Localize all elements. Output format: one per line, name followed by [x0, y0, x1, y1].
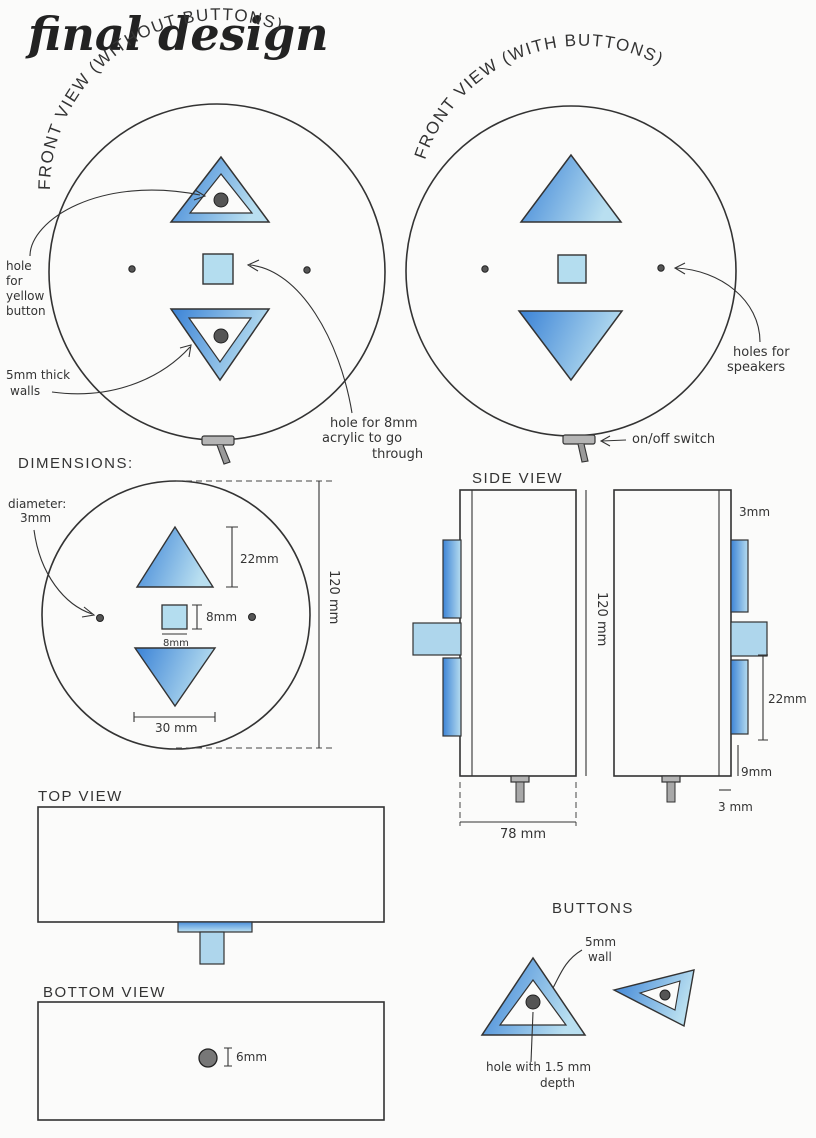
side-left-body: [459, 489, 577, 777]
side-button-label: 22mm: [768, 692, 807, 706]
left-speaker-hole-with: [481, 265, 489, 273]
side-right-up-button: [730, 539, 749, 613]
switch-note: on/off switch: [632, 432, 715, 447]
switch-arrowhead: [599, 435, 611, 447]
diameter-arrow: [33, 529, 93, 615]
front-view-with-text: FRONT VIEW (WITH BUTTONS): [411, 31, 666, 162]
acrylic-arrowhead: [246, 259, 260, 272]
left-speaker-hole: [128, 265, 136, 273]
acrylic-arrow: [249, 264, 353, 414]
width-dim: [133, 712, 216, 722]
speakers-arrow: [675, 267, 761, 343]
bottom-switch-hole: [198, 1048, 218, 1068]
switch-lever: [216, 444, 231, 465]
buttons-detail: BUTTONS 5mm wall hole with 1.5 mm depth: [480, 900, 695, 1090]
tri-height-label: 22mm: [240, 552, 279, 566]
bottom-view-label: BOTTOM VIEW: [43, 984, 166, 1001]
switch-base-with: [562, 434, 596, 445]
speakers-note: holes for speakers: [727, 345, 794, 375]
up-button: [519, 153, 623, 223]
top-view-acrylic: [199, 931, 225, 965]
bottom-hole-dim: [224, 1047, 232, 1067]
side-right-acrylic: [730, 621, 768, 657]
side-left-switch-base: [510, 775, 530, 783]
hole-yellow-note: hole for yellow button: [6, 259, 48, 318]
side-right-switch-lever: [666, 781, 676, 803]
dim-left-hole: [96, 614, 104, 622]
side-top-label: 3mm: [739, 505, 770, 519]
front-view-with-buttons: FRONT VIEW (WITH BUTTONS) holes for spea…: [405, 31, 794, 463]
button-hole-arrow: [530, 1011, 534, 1063]
side-right-down-button: [730, 659, 749, 735]
diameter-arrowhead: [81, 606, 96, 618]
upper-button-hole: [213, 192, 229, 208]
side-base-label: 3 mm: [718, 800, 753, 814]
side-width-label: 78 mm: [500, 827, 546, 842]
walls-note: 5mm thick walls: [6, 368, 74, 398]
switch-base: [201, 435, 235, 446]
side-view-label: SIDE VIEW: [472, 470, 563, 487]
dimensions-label: DIMENSIONS:: [18, 455, 134, 472]
side-height-label: 120 mm: [594, 592, 609, 646]
square-height-label: 8mm: [206, 610, 237, 624]
down-button: [517, 310, 624, 382]
switch-lever-with: [577, 443, 589, 463]
buttons-label: BUTTONS: [552, 900, 634, 917]
side-view: SIDE VIEW 120 mm 78 mm 3mm 22mm 9mm 3 mm: [412, 470, 807, 842]
center-square: [202, 253, 234, 285]
top-view-body: [37, 806, 385, 923]
switch-arrow: [601, 439, 627, 442]
dimensions-view: DIMENSIONS: diameter: 3mm 22mm 8mm 8mm 3…: [8, 455, 341, 750]
dim-right-hole: [248, 613, 256, 621]
front-view-with-label: FRONT VIEW (WITH BUTTONS): [411, 31, 667, 162]
bottom-hole-label: 6mm: [236, 1050, 267, 1064]
hole-yellow-arrow: [29, 189, 201, 257]
side-button-dim: [758, 654, 768, 741]
button-hole-note: hole with 1.5 mm depth: [486, 1060, 595, 1090]
speakers-arrowhead: [673, 262, 686, 275]
dim-up-triangle: [135, 525, 215, 588]
side-width-extents: [459, 782, 577, 826]
dim-square: [161, 604, 188, 630]
tri-height-dim: [226, 526, 238, 588]
button-hole: [525, 994, 541, 1010]
button-wall-note: 5mm wall: [585, 935, 620, 964]
side-left-down-button: [442, 657, 462, 737]
right-speaker-hole: [303, 266, 311, 274]
right-speaker-hole-with: [657, 264, 665, 272]
top-view-label: TOP VIEW: [38, 788, 123, 805]
bottom-view: BOTTOM VIEW 6mm: [37, 984, 385, 1121]
width-label: 30 mm: [155, 721, 197, 735]
top-view: TOP VIEW: [37, 788, 385, 965]
square-height-dim: [192, 604, 202, 630]
side-right-body: [613, 489, 732, 777]
bottom-view-body: [37, 1001, 385, 1121]
diameter-note: diameter: 3mm: [8, 497, 70, 525]
side-bottom-label: 9mm: [741, 765, 772, 779]
button-3d-hole: [659, 989, 671, 1001]
side-left-up-button: [442, 539, 462, 619]
lower-button-hole: [213, 328, 229, 344]
hole-yellow-arrowhead: [193, 189, 207, 201]
page-title: final design: [25, 7, 329, 61]
side-left-acrylic: [412, 622, 462, 656]
walls-arrowhead: [179, 344, 192, 358]
front-view-without-buttons: FRONT VIEW (WITHOUT BUTTONS) hole for ye…: [6, 5, 423, 465]
side-left-switch-lever: [515, 781, 525, 803]
center-square-with: [557, 254, 587, 284]
dim-down-triangle: [133, 647, 217, 708]
walls-arrow: [51, 346, 191, 395]
height-label: 120 mm: [326, 570, 341, 624]
side-right-switch-base: [661, 775, 681, 783]
square-width-label: 8mm: [163, 638, 189, 649]
button-wall-arrow: [552, 949, 583, 989]
acrylic-note: hole for 8mm acrylic to go through: [322, 416, 423, 462]
top-view-buttons: [177, 921, 253, 933]
